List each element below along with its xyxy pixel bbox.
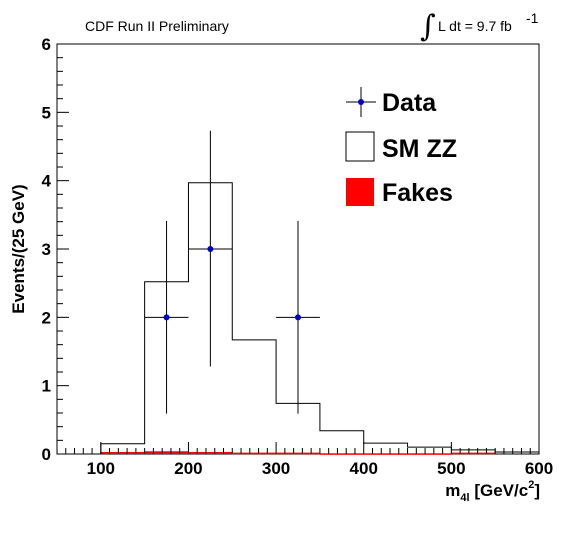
legend-label-data: Data: [382, 89, 437, 117]
legend-label-sm-zz: SM ZZ: [382, 135, 457, 163]
x-tick-label: 300: [262, 459, 290, 478]
legend-entry-fakes: Fakes: [346, 178, 453, 207]
x-axis-title: m4l [GeV/c2]: [445, 479, 540, 504]
luminosity-superscript: -1: [526, 10, 539, 26]
y-tick-label: 5: [42, 103, 51, 122]
legend-entry-sm-zz: SM ZZ: [345, 131, 457, 163]
integral-symbol: ∫: [420, 9, 436, 44]
x-axis-title-subscript: 4l: [460, 492, 469, 504]
x-axis-title-main: m: [445, 481, 460, 500]
fakes-bin: [319, 453, 364, 455]
legend-sm-zz-box: [345, 131, 375, 162]
header: CDF Run II Preliminary ∫ L dt = 9.7 fb -…: [85, 9, 539, 44]
legend-data-marker: [358, 99, 364, 105]
data-point-group: [188, 130, 233, 367]
y-tick-label: 2: [42, 308, 51, 327]
fakes-bin: [276, 452, 320, 455]
fakes-bin: [451, 452, 496, 455]
header-left-label: CDF Run II Preliminary: [85, 18, 229, 34]
x-axis-title-group: m4l [GeV/c2]: [445, 479, 540, 504]
luminosity-label: L dt = 9.7 fb: [438, 18, 512, 34]
y-tick-label: 6: [42, 35, 51, 54]
fakes-bin: [100, 451, 145, 454]
fakes-bin: [407, 453, 452, 455]
y-tick-label: 1: [42, 377, 51, 396]
data-point: [295, 314, 301, 321]
x-tick-label: 500: [437, 459, 465, 478]
legend-label-fakes: Fakes: [382, 179, 453, 207]
data-point-group: [144, 220, 189, 414]
x-tick-label: 600: [525, 459, 553, 478]
y-tick-label: 4: [42, 172, 52, 191]
fakes-bin: [144, 451, 189, 454]
data-point: [163, 314, 170, 321]
x-tick-label: 400: [350, 459, 378, 478]
fakes-bin: [363, 453, 408, 455]
fakes-histogram: [100, 451, 496, 455]
y-tick-label: 3: [42, 240, 51, 259]
x-axis-title-unit-close: ]: [534, 481, 540, 500]
fakes-bin: [188, 451, 233, 454]
legend-entry-data: Data: [346, 87, 437, 117]
axis-ticks: 100 200 300 400 500 600 0 1 2 3 4 5 6: [42, 35, 554, 478]
x-tick-label: 200: [174, 459, 202, 478]
legend-fakes-box: [346, 178, 374, 206]
y-axis-title: Events/(25 GeV): [9, 184, 28, 313]
legend: Data SM ZZ Fakes: [345, 87, 457, 207]
y-tick-label: 0: [42, 445, 51, 464]
x-axis-title-unit-superscript: 2: [528, 479, 534, 491]
y-axis-title-group: Events/(25 GeV): [9, 184, 28, 313]
data-point-group: [276, 220, 320, 414]
data-point: [207, 246, 214, 252]
data-points: [144, 130, 320, 414]
x-tick-label: 100: [87, 459, 115, 478]
x-axis-title-unit-open: [GeV/c: [470, 481, 529, 500]
fakes-bin: [232, 452, 277, 455]
